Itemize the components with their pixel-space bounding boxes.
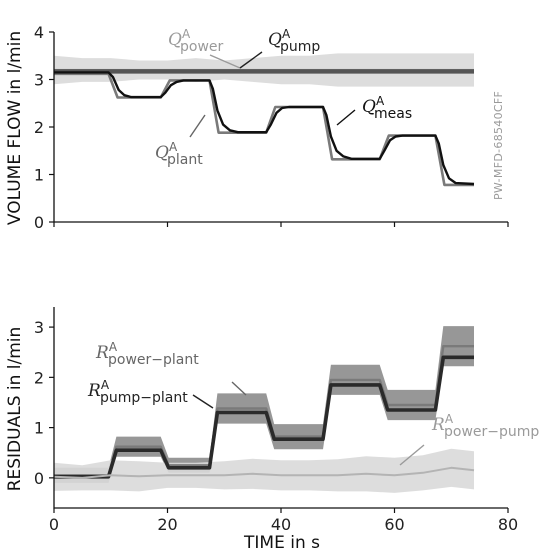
leader-line-r-a-power-pump [399,444,425,466]
band-r-a-power-pump [54,448,474,493]
x-axis-label: TIME in s [243,533,320,553]
y-tick-label: 3 [34,318,44,337]
leader-line-q-a-power [209,54,241,69]
panel-volume-flow: 0 1 2 3 4 VOLUME FLOW in l/min QA power QA pump QA… [5,23,509,232]
leader-line-q-a-pump [239,51,263,69]
series-label-q-a-plant: QA plant [155,140,203,168]
y-tick-label: 0 [34,213,44,232]
series-label-q-a-meas: QA meas [362,94,412,122]
leader-line-r-a-pump-plant [192,394,214,409]
watermark-text: PW-MFD-68540CFF [492,91,505,200]
band-r-a-power-plant [54,326,474,483]
series-label-r-a-power-plant: RA power−plant [95,340,199,368]
x-tick-label: 40 [271,515,291,534]
series-line-q-a-meas [54,71,475,186]
y-axis-label: RESIDUALS in l/min [5,327,25,492]
y-tick-label: 0 [34,469,44,488]
x-tick-label: 0 [49,515,59,534]
x-tick-label: 80 [498,515,518,534]
y-tick-label: 3 [34,71,44,90]
x-tick-label: 20 [157,515,177,534]
leader-line-q-a-plant [189,114,206,138]
series-label-r-a-power-pump: RA power−pump [431,412,539,440]
y-tick-label: 1 [34,166,44,185]
y-axis-label: VOLUME FLOW in l/min [5,31,25,225]
y-tick-label: 4 [34,23,44,42]
series-label-r-a-pump-plant: RA pump−plant [87,378,188,406]
y-tick-label: 2 [34,368,44,387]
panel-residuals: 0 1 2 3 0 20 40 60 80 RESIDUALS in l/min RA power−p… [5,307,539,534]
series-label-q-a-pump: QA pump [268,27,320,55]
series-line-r-a-pump-plant [54,355,474,479]
y-tick-label: 2 [34,118,44,137]
x-tick-label: 60 [384,515,404,534]
leader-line-r-a-power-plant [231,381,247,396]
y-tick-label: 1 [34,419,44,438]
series-label-q-a-power: QA power [168,27,224,55]
series-line-r-a-power-pump [53,466,475,479]
leader-line-q-a-meas [336,109,356,126]
series-line-q-a-plant [54,72,474,187]
